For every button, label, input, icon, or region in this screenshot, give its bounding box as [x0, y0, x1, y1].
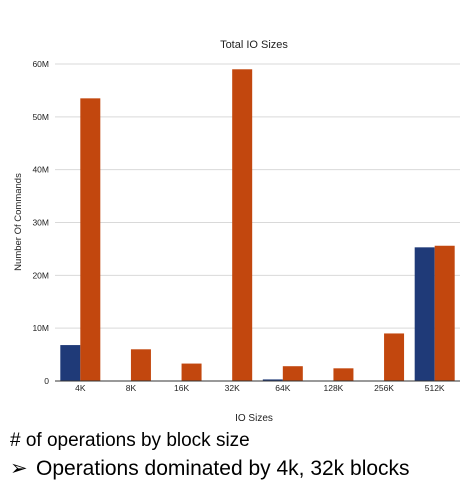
y-tick-label: 50M — [32, 112, 49, 122]
caption-heading: # of operations by block size — [10, 430, 250, 451]
x-tick-label: 32K — [225, 383, 240, 393]
y-tick-label: 40M — [32, 165, 49, 175]
x-axis-label: IO Sizes — [235, 413, 273, 424]
bar — [282, 366, 303, 381]
y-tick-label: 10M — [32, 323, 49, 333]
x-tick-label: 8K — [126, 383, 137, 393]
io-sizes-chart: Total IO Sizes Number Of Commands IO Siz… — [13, 39, 460, 424]
bar — [333, 368, 354, 381]
y-tick-label: 0 — [44, 376, 49, 386]
bar — [60, 345, 81, 381]
y-tick-label: 30M — [32, 218, 49, 228]
chart-title: Total IO Sizes — [220, 39, 288, 51]
x-tick-label: 128K — [324, 383, 344, 393]
caption-bullet-line: ➢ Operations dominated by 4k, 32k blocks — [10, 456, 410, 481]
caption-bullet-text: Operations dominated by 4k, 32k blocks — [36, 457, 410, 480]
y-tick-label: 60M — [32, 59, 49, 69]
bar — [434, 245, 455, 381]
gridlines — [55, 63, 460, 329]
x-tick-label: 4K — [75, 383, 86, 393]
x-tick-label: 64K — [275, 383, 290, 393]
y-tick-label: 20M — [32, 270, 49, 280]
x-tick-label: 16K — [174, 383, 189, 393]
bar — [130, 349, 151, 381]
y-axis-label: Number Of Commands — [13, 173, 24, 271]
x-tick-label: 512K — [425, 383, 445, 393]
x-tick-label: 256K — [374, 383, 394, 393]
axes: 0 10M 20M 30M 40M 50M 60M 4K 8K 16K 32K 64K 128K 256K… — [32, 59, 460, 393]
bar — [80, 98, 101, 381]
bar — [414, 247, 435, 381]
bar — [384, 333, 405, 381]
bullet-arrow-icon: ➢ — [10, 457, 28, 480]
bar — [232, 69, 253, 382]
bars — [60, 69, 455, 382]
bar — [262, 379, 283, 381]
bar — [181, 363, 202, 381]
